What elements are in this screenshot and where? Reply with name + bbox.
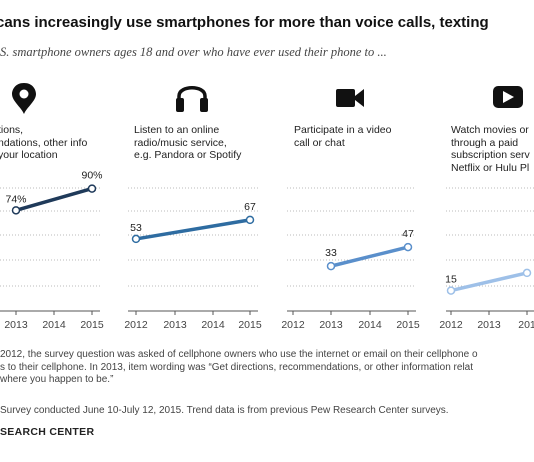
data-label: 33 — [325, 247, 337, 259]
panel-label: Participate in a video call or chat — [294, 124, 392, 149]
x-tick-label: 2015 — [80, 319, 104, 331]
x-tick-label: 2014 — [42, 319, 66, 331]
series-line — [449, 271, 529, 293]
data-point — [11, 206, 21, 215]
x-tick-label: 2013 — [163, 319, 187, 331]
data-label: 15 — [445, 274, 457, 286]
data-point — [87, 184, 97, 193]
x-tick-label: 2012 — [124, 319, 148, 331]
note-line: 2012, the survey question was asked of c… — [0, 349, 478, 360]
organization-name: SEARCH CENTER — [0, 426, 95, 438]
play-button-icon — [493, 86, 523, 108]
x-tick-label: 2014 — [358, 319, 382, 331]
series-line — [329, 245, 410, 268]
x-tick-label: 2013 — [477, 319, 501, 331]
source-note: Survey conducted June 10-July 12, 2015. … — [0, 405, 449, 416]
series-line — [14, 186, 94, 213]
x-tick-label: 2012 — [281, 319, 305, 331]
series-line — [134, 218, 252, 241]
note-line: where you happen to be.” — [0, 374, 114, 385]
headphones-icon — [176, 86, 208, 112]
panel-label: tions, ndations, other info your locatio… — [0, 124, 88, 161]
headband — [177, 86, 207, 103]
camera-body — [336, 89, 355, 107]
ear-cup-right — [200, 98, 208, 112]
notes: 2012, the survey question was asked of c… — [0, 349, 534, 387]
location-pin-icon — [12, 83, 36, 114]
panel-label: Watch movies or through a paid subscript… — [451, 124, 530, 174]
data-label: 90% — [81, 170, 102, 182]
pin-hole — [19, 89, 29, 99]
video-camera-icon — [336, 89, 364, 107]
x-tick-label: 2013 — [319, 319, 343, 331]
note-line: s to their cellphone. In 2013, item word… — [0, 361, 474, 373]
x-tick-label: 2012 — [439, 319, 463, 331]
x-tick-label: 2013 — [4, 319, 28, 331]
ear-cup-left — [176, 98, 184, 112]
chart-title: cans increasingly use smartphones for mo… — [0, 14, 489, 31]
x-tick-label: 201 — [518, 319, 534, 331]
charts-svg: 2013 2014 2015 74% 90% 2012 2013 2014 2015 53 67 20… — [0, 83, 534, 331]
camera-lens — [355, 89, 364, 107]
data-point — [131, 234, 141, 244]
x-tick-label: 2014 — [201, 319, 225, 331]
x-tick-label: 2015 — [396, 319, 420, 331]
data-point — [326, 261, 336, 271]
data-label: 74% — [5, 193, 26, 205]
data-point — [403, 242, 413, 252]
data-point — [446, 286, 456, 295]
data-label: 53 — [130, 222, 142, 234]
x-tick-label: 2015 — [238, 319, 262, 331]
chart-subtitle: S. smartphone owners ages 18 and over wh… — [0, 45, 387, 59]
panel-label: Listen to an online radio/music service,… — [134, 124, 242, 161]
data-point — [522, 268, 532, 278]
charts-area: 2013 2014 2015 74% 90% 2012 2013 2014 2015 53 67 20… — [0, 83, 534, 331]
play-triangle — [503, 91, 514, 103]
data-label: 47 — [402, 228, 414, 240]
data-label: 67 — [244, 201, 256, 213]
data-point — [245, 215, 255, 225]
